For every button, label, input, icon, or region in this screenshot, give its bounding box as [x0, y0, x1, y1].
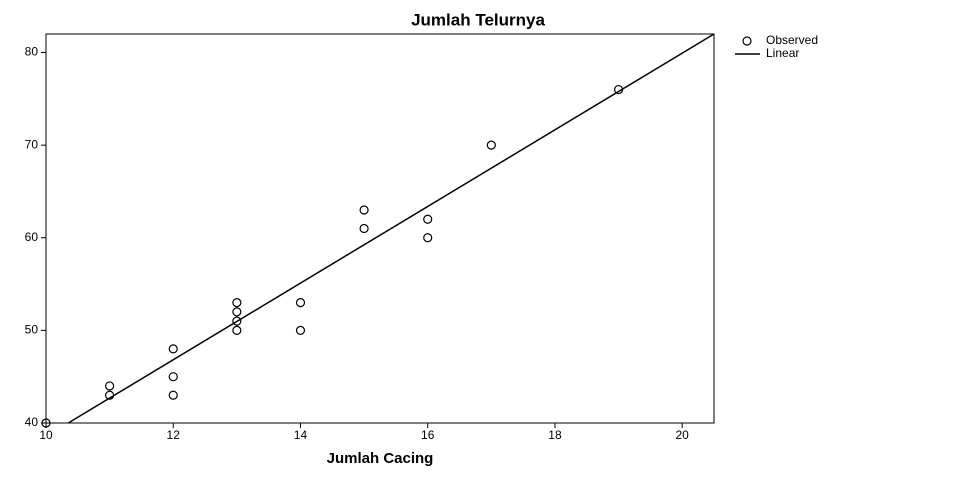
x-axis-label: Jumlah Cacing	[327, 450, 434, 467]
data-point	[295, 325, 306, 335]
data-point	[359, 223, 369, 234]
data-point	[423, 233, 433, 243]
x-tick-label: 12	[167, 428, 181, 442]
y-tick-label: 50	[25, 323, 39, 337]
data-point	[232, 325, 242, 335]
data-point	[486, 140, 496, 150]
y-tick-label: 60	[25, 230, 39, 244]
data-point	[359, 205, 369, 215]
fit-line	[67, 33, 715, 424]
data-point	[168, 344, 178, 354]
y-tick-label: 80	[25, 45, 39, 59]
data-point	[295, 297, 306, 308]
legend-label: Observed	[766, 33, 818, 47]
data-point	[168, 372, 178, 382]
data-point	[232, 316, 242, 326]
x-tick-label: 10	[39, 428, 53, 442]
x-tick-label: 14	[294, 428, 308, 442]
data-point	[232, 307, 242, 317]
legend-label: Linear	[766, 46, 799, 60]
chart-title: Jumlah Telurnya	[411, 10, 545, 29]
data-point	[232, 297, 242, 308]
data-point	[105, 381, 115, 391]
data-point	[41, 418, 51, 428]
x-tick-label: 18	[548, 428, 562, 442]
x-tick-label: 16	[421, 428, 435, 442]
y-tick-label: 70	[25, 137, 39, 151]
plot-frame	[45, 33, 715, 424]
data-point	[423, 214, 433, 224]
x-tick-label: 20	[676, 428, 690, 442]
y-tick-label: 40	[25, 415, 39, 429]
legend-marker	[742, 36, 752, 46]
data-point	[168, 390, 178, 400]
